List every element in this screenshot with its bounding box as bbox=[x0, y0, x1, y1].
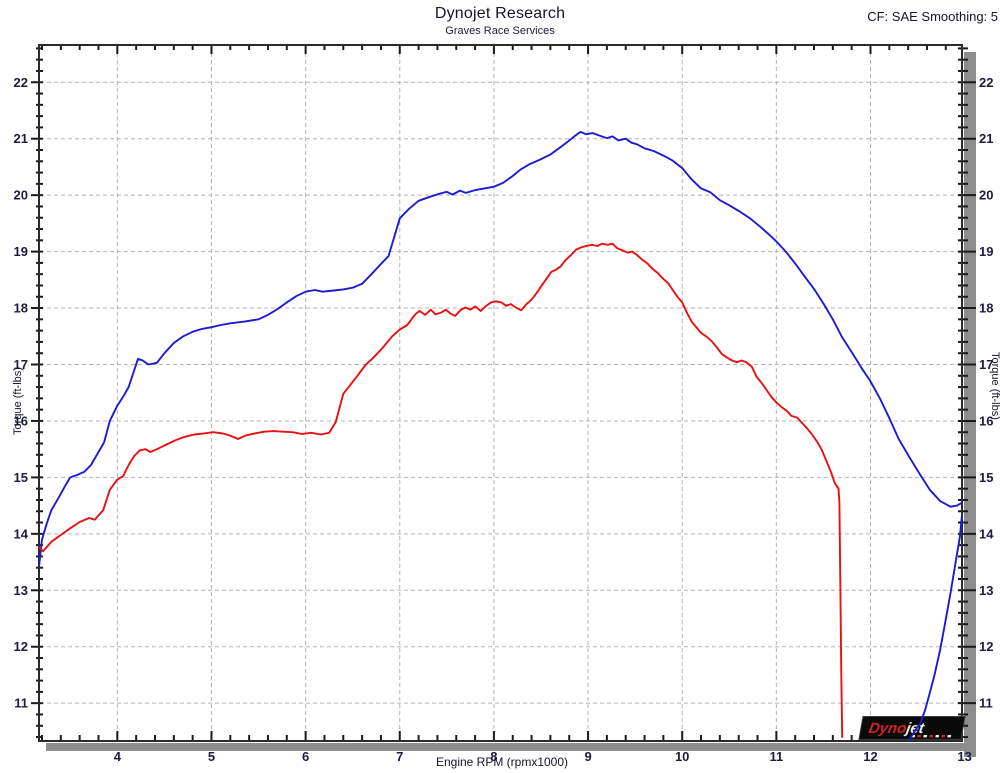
correction-smoothing-note: CF: SAE Smoothing: 5 bbox=[867, 9, 998, 24]
plot-border bbox=[38, 44, 963, 742]
y-axis-title-left: Torque (ft-lbs) bbox=[12, 367, 24, 435]
y-tick-label-right: 21 bbox=[979, 131, 993, 146]
x-tick-label: 10 bbox=[675, 749, 689, 764]
curve-torque-rundown-tail-blue bbox=[908, 515, 963, 742]
y-tick-label-right: 22 bbox=[979, 75, 993, 90]
x-tick-label: 5 bbox=[208, 749, 215, 764]
y-tick-label-left: 22 bbox=[14, 75, 28, 90]
y-tick-label-right: 15 bbox=[979, 470, 993, 485]
curve-torque-run-red bbox=[38, 242, 844, 738]
y-tick-label-left: 15 bbox=[14, 470, 28, 485]
x-tick-label: 12 bbox=[863, 749, 877, 764]
y-tick-label-right: 12 bbox=[979, 639, 993, 654]
frame-shadow-bottom bbox=[46, 743, 976, 751]
y-tick-label-right: 20 bbox=[979, 188, 993, 203]
y-tick-label-left: 13 bbox=[14, 583, 28, 598]
curve-torque-run-blue bbox=[38, 130, 963, 566]
y-tick-label-left: 12 bbox=[14, 639, 28, 654]
dynojet-logo-trim bbox=[923, 735, 928, 738]
x-tick-label: 13 bbox=[957, 749, 971, 764]
frame-shadow-right bbox=[964, 52, 976, 757]
x-tick-label: 7 bbox=[396, 749, 403, 764]
y-axis-title-right: Torque (ft-lbs) bbox=[989, 352, 1000, 420]
y-tick-label-right: 17 bbox=[979, 357, 993, 372]
x-tick-label: 9 bbox=[584, 749, 591, 764]
y-tick-label-left: 11 bbox=[14, 696, 28, 711]
y-tick-label-right: 13 bbox=[979, 583, 993, 598]
y-tick-label-left: 19 bbox=[14, 244, 28, 259]
x-tick-label: 11 bbox=[769, 749, 783, 764]
tick-label-layer: 4 5 6 7 8 9 10 11 12 13 11 11 12 12 13 13 14 14 15 15 16 16 17… bbox=[14, 75, 995, 764]
dynojet-logo-trim bbox=[917, 735, 922, 738]
y-tick-label-left: 21 bbox=[14, 131, 28, 146]
page-subtitle: Graves Race Services bbox=[445, 25, 555, 37]
y-tick-label-right: 14 bbox=[979, 526, 994, 541]
y-tick-label-left: 16 bbox=[14, 413, 28, 428]
y-tick-label-left: 18 bbox=[14, 301, 28, 316]
dynojet-logo-trim bbox=[929, 735, 934, 738]
grid-layer bbox=[40, 46, 961, 740]
x-tick-label: 8 bbox=[490, 749, 497, 764]
plot-background bbox=[39, 45, 962, 741]
dynojet-logo-trim bbox=[947, 735, 952, 738]
y-tick-label-right: 11 bbox=[979, 696, 993, 711]
y-tick-label-left: 17 bbox=[14, 357, 28, 372]
y-tick-label-right: 16 bbox=[979, 413, 993, 428]
y-tick-label-right: 19 bbox=[979, 244, 993, 259]
x-tick-label: 6 bbox=[302, 749, 309, 764]
x-axis-title: Engine RPM (rpmx1000) bbox=[435, 755, 569, 769]
x-tick-label: 4 bbox=[114, 749, 122, 764]
y-tick-label-right: 18 bbox=[979, 301, 993, 316]
dynojet-logo: Dynojet bbox=[858, 716, 966, 740]
dynojet-logo-trim bbox=[935, 735, 940, 738]
y-tick-label-left: 20 bbox=[14, 188, 28, 203]
y-tick-label-left: 14 bbox=[14, 526, 29, 541]
dynojet-logo-trim bbox=[941, 735, 946, 738]
page-title: Dynojet Research bbox=[434, 5, 566, 22]
